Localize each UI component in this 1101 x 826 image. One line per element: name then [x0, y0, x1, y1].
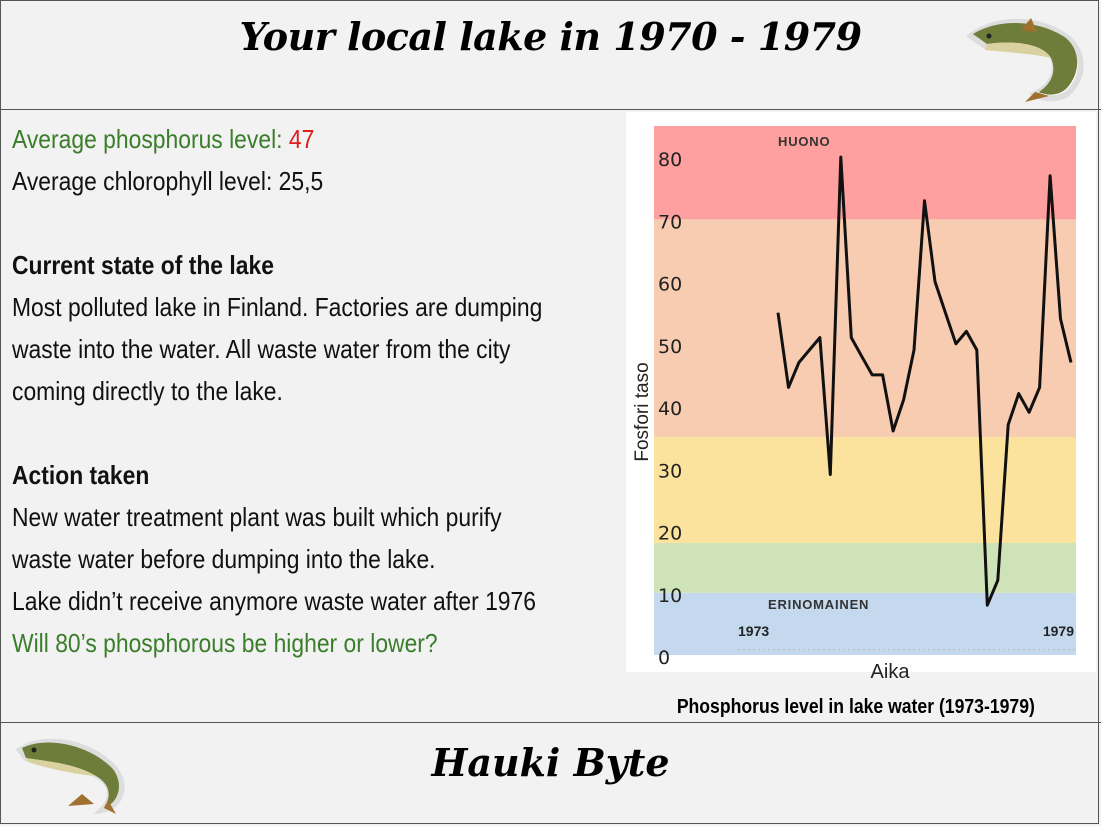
y-tick-label: 80: [658, 149, 682, 171]
pike-fish-logo-icon: [965, 18, 1084, 102]
x-tick-label: 1973: [738, 623, 769, 639]
y-axis-label: Fosfori taso: [632, 362, 653, 461]
phosphorus-label: Average phosphorus level:: [12, 124, 283, 154]
chart-title: Phosphorus level in lake water (1973-197…: [676, 696, 1035, 718]
chlorophyll-label: Average chlorophyll level:: [12, 166, 273, 196]
y-tick-label: 0: [658, 647, 670, 669]
y-tick-label: 10: [658, 585, 682, 607]
y-tick-label: 20: [658, 523, 682, 545]
action-line: Lake didn’t receive anymore waste water …: [12, 586, 536, 616]
zone-label: ERINOMAINEN: [768, 597, 869, 612]
chart-zone: [654, 219, 1076, 438]
current-state-line: coming directly to the lake.: [12, 376, 283, 406]
phosphorus-chart: ERINOMAINEN HUONO 0 10 20 30 40 50 60 70 80 1973 197…: [626, 112, 1096, 683]
y-tick-label: 40: [658, 398, 682, 420]
y-tick-label: 30: [658, 460, 682, 482]
zone-label: HUONO: [778, 134, 830, 149]
phosphorus-value: 47: [288, 124, 315, 154]
info-panel: Average phosphorus level: 47 Average chl…: [12, 118, 558, 664]
footer: [0, 722, 1101, 826]
chart-zone: [654, 437, 1076, 543]
chart-zone: [654, 542, 1076, 593]
x-tick-label: 1979: [1043, 623, 1074, 639]
action-heading: Action taken: [12, 460, 150, 490]
header: [0, 0, 1101, 110]
y-tick-label: 60: [658, 274, 682, 296]
current-state-line: waste into the water. All waste water fr…: [12, 334, 511, 364]
chlorophyll-value: 25,5: [278, 166, 324, 196]
chart-zone: [654, 592, 1076, 655]
pike-fish-logo-icon: [15, 738, 125, 814]
question-text: Will 80’s phosphorous be higher or lower…: [12, 628, 438, 658]
brand-name: Hauki Byte: [431, 740, 670, 785]
y-tick-label: 70: [658, 211, 682, 233]
y-tick-label: 50: [658, 336, 682, 358]
action-line: waste water before dumping into the lake…: [12, 544, 436, 574]
action-line: New water treatment plant was built whic…: [12, 502, 502, 532]
x-axis-label: Aika: [871, 661, 911, 683]
current-state-line: Most polluted lake in Finland. Factories…: [12, 292, 543, 322]
current-state-heading: Current state of the lake: [12, 250, 274, 280]
chart-zone: [654, 126, 1076, 220]
series-line: [776, 155, 1073, 607]
page-title: Your local lake in 1970 - 1979: [239, 14, 862, 59]
